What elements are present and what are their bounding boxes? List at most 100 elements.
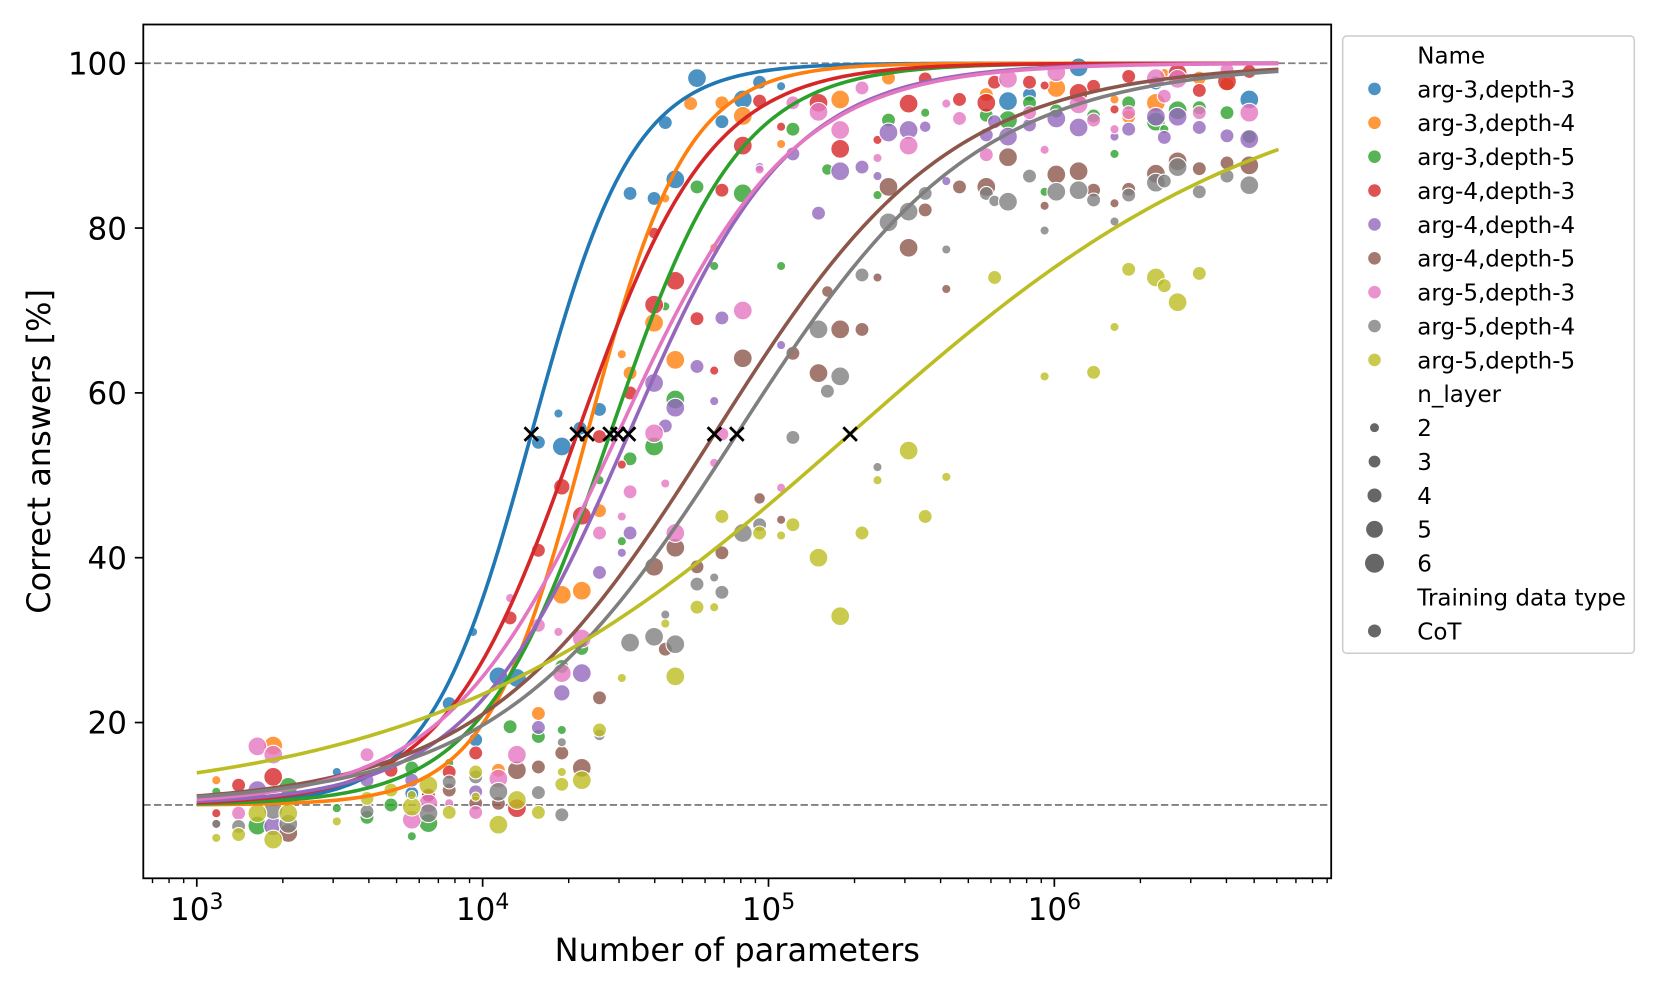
data-point (665, 666, 686, 687)
data-point (468, 804, 484, 820)
data-point (1121, 105, 1137, 121)
data-point (709, 572, 720, 583)
data-point (714, 508, 730, 525)
data-point (878, 122, 899, 143)
data-point (530, 785, 546, 801)
data-point (920, 107, 931, 118)
data-point (1068, 117, 1089, 138)
legend-size-marker (1367, 488, 1382, 503)
data-point (1191, 119, 1207, 136)
data-point (775, 81, 787, 92)
data-point (689, 179, 705, 195)
midpoint-marker (706, 426, 723, 442)
x-tick-label: 105 (742, 890, 795, 928)
legend-label: arg-3,depth-4 (1417, 111, 1575, 137)
data-point (1156, 278, 1172, 294)
data-point (211, 832, 222, 844)
data-point (1068, 180, 1089, 201)
data-point (951, 91, 968, 108)
data-point (898, 93, 919, 114)
data-point (1039, 80, 1050, 91)
legend-item: arg-5,depth-3 (1368, 281, 1575, 307)
data-point (406, 789, 417, 801)
legend-marker (1368, 353, 1381, 367)
legend-item: CoT (1368, 619, 1462, 645)
data-point (830, 161, 851, 182)
legend-label: arg-3,depth-3 (1417, 77, 1575, 103)
x-tick-base: 10 (1028, 892, 1067, 928)
legend-marker (1368, 285, 1381, 299)
data-point (998, 191, 1018, 212)
data-point (918, 120, 932, 134)
data-point (1021, 168, 1038, 184)
data-point (998, 91, 1018, 112)
legend-label: arg-4,depth-5 (1417, 247, 1575, 273)
scatter-points (211, 57, 1260, 850)
data-point (620, 632, 641, 653)
axes-frame (142, 23, 1333, 880)
legend-label: arg-3,depth-5 (1417, 145, 1575, 171)
data-point (1167, 157, 1188, 178)
data-point (530, 719, 546, 736)
data-point (775, 121, 787, 132)
x-axis-label: Number of parameters (555, 931, 920, 969)
legend-marker (1368, 184, 1381, 197)
data-point (616, 349, 627, 360)
midpoint-marker (523, 426, 540, 442)
data-point (665, 634, 686, 655)
data-point (556, 724, 567, 736)
legend-marker (1368, 150, 1381, 163)
data-point (554, 745, 570, 761)
y-axis: 20 40 60 80 100 (68, 46, 144, 742)
data-point (556, 766, 567, 778)
legend-section-title: Training data type (1416, 585, 1626, 611)
data-point (530, 705, 546, 722)
data-point (506, 790, 527, 810)
legend-entries: Name arg-3,depth-3 arg-3,depth-4 arg-3,dept… (1365, 43, 1626, 645)
data-point (687, 68, 707, 89)
data-point (622, 484, 638, 500)
data-point (775, 514, 787, 525)
data-point (785, 429, 801, 445)
data-point (732, 106, 753, 126)
data-point (898, 440, 919, 461)
y-axis-label: Correct answers [%] (20, 289, 58, 614)
data-point (1046, 181, 1067, 202)
data-point (660, 478, 671, 489)
data-point (616, 511, 627, 522)
data-point (1219, 105, 1235, 121)
data-point (591, 690, 608, 706)
legend-section-title: Name (1417, 43, 1485, 69)
data-point (1156, 88, 1172, 104)
x-tick-exponent: 4 (495, 890, 509, 915)
data-point (998, 147, 1018, 168)
data-point (808, 101, 829, 122)
data-point (754, 164, 765, 175)
data-point (468, 764, 484, 780)
data-point (278, 803, 299, 824)
data-point (753, 492, 766, 505)
y-tick-label: 100 (68, 46, 127, 82)
data-point (622, 185, 638, 201)
legend-item: 5 (1366, 518, 1432, 544)
legend-item: arg-3,depth-5 (1368, 145, 1575, 171)
legend-marker (1368, 82, 1381, 96)
legend-label: arg-4,depth-3 (1417, 179, 1575, 205)
x-tick-label: 106 (1028, 890, 1081, 928)
data-point (1109, 198, 1120, 209)
data-point (854, 159, 870, 175)
data-point (665, 523, 686, 543)
legend-item: 3 (1368, 450, 1432, 476)
x-tick-base: 10 (742, 892, 781, 928)
data-point (1121, 261, 1137, 277)
data-point (1156, 173, 1172, 189)
data-point (591, 564, 608, 581)
data-point (441, 804, 457, 820)
plot-area (143, 57, 1332, 850)
data-point (359, 803, 375, 820)
x-tick-base: 10 (170, 892, 209, 928)
midpoint-marker (842, 426, 858, 442)
data-point (383, 797, 399, 813)
data-point (917, 202, 933, 218)
